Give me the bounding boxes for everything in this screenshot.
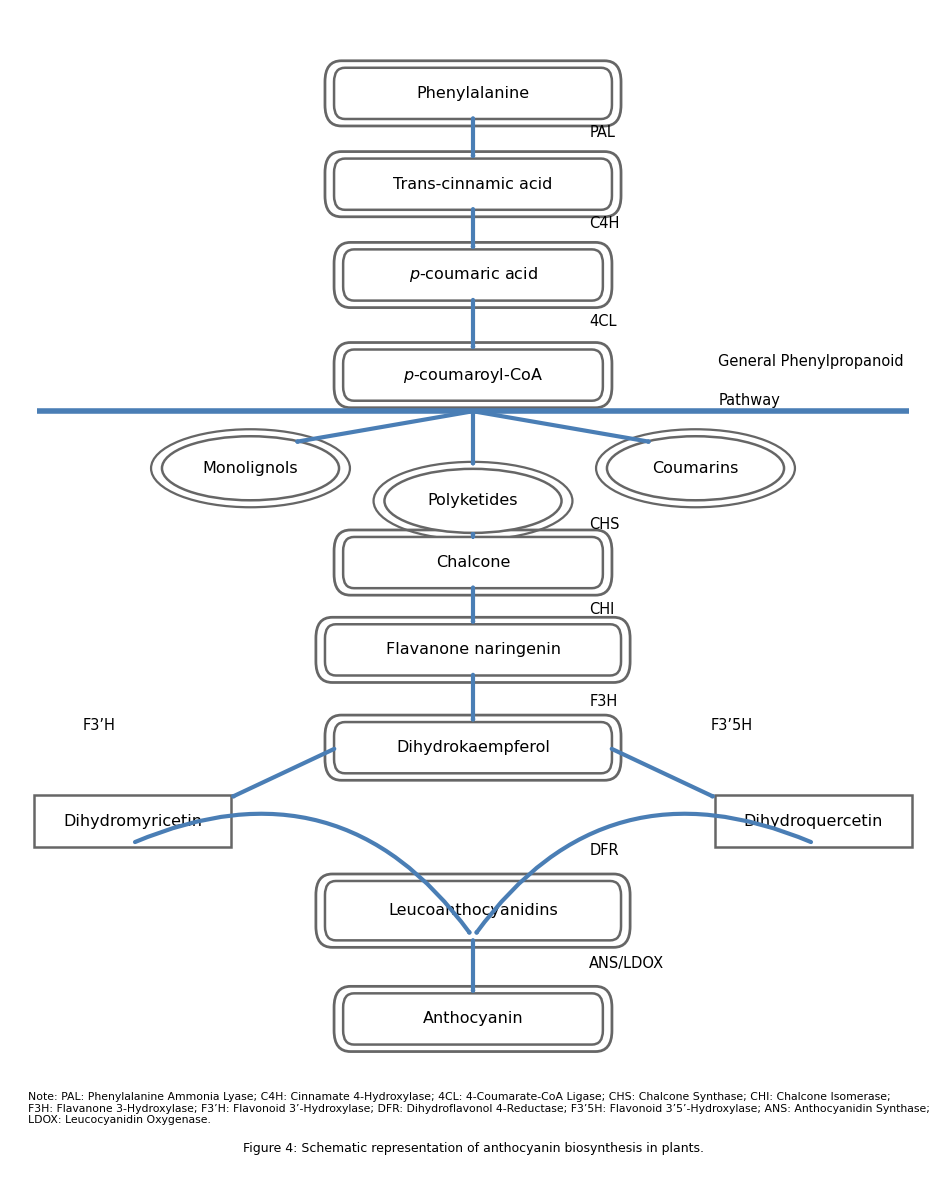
- Text: Polyketides: Polyketides: [428, 493, 518, 508]
- Text: Trans-cinnamic acid: Trans-cinnamic acid: [394, 177, 552, 191]
- FancyBboxPatch shape: [334, 722, 612, 773]
- Text: Flavanone naringenin: Flavanone naringenin: [386, 643, 560, 657]
- FancyBboxPatch shape: [343, 537, 603, 588]
- FancyBboxPatch shape: [343, 249, 603, 301]
- Text: Figure 4: Schematic representation of anthocyanin biosynthesis in plants.: Figure 4: Schematic representation of an…: [242, 1142, 704, 1155]
- Text: F3’5H: F3’5H: [711, 718, 753, 733]
- FancyBboxPatch shape: [334, 68, 612, 119]
- Text: Leucoanthocyanidins: Leucoanthocyanidins: [388, 903, 558, 918]
- Text: Coumarins: Coumarins: [653, 461, 739, 475]
- Text: General Phenylpropanoid: General Phenylpropanoid: [718, 354, 903, 368]
- Text: C4H: C4H: [589, 216, 620, 232]
- FancyBboxPatch shape: [334, 158, 612, 210]
- Text: Dihydroquercetin: Dihydroquercetin: [744, 814, 884, 828]
- Ellipse shape: [384, 469, 562, 533]
- Ellipse shape: [162, 436, 339, 500]
- Text: F3’H: F3’H: [82, 718, 115, 733]
- Text: Anthocyanin: Anthocyanin: [423, 1011, 523, 1026]
- Text: CHI: CHI: [589, 601, 615, 617]
- FancyBboxPatch shape: [325, 624, 621, 676]
- FancyBboxPatch shape: [325, 881, 621, 941]
- Text: Dihydrokaempferol: Dihydrokaempferol: [396, 740, 550, 756]
- Text: $p$-coumaric acid: $p$-coumaric acid: [409, 265, 537, 284]
- Text: Note: PAL: Phenylalanine Ammonia Lyase; C4H: Cinnamate 4-Hydroxylase; 4CL: 4-Cou: Note: PAL: Phenylalanine Ammonia Lyase; …: [28, 1092, 930, 1125]
- FancyBboxPatch shape: [343, 993, 603, 1044]
- Text: CHS: CHS: [589, 517, 620, 532]
- Text: $p$-coumaroyl-CoA: $p$-coumaroyl-CoA: [403, 366, 543, 385]
- Text: Pathway: Pathway: [718, 393, 780, 409]
- FancyBboxPatch shape: [715, 796, 912, 847]
- Text: PAL: PAL: [589, 126, 615, 140]
- Text: Chalcone: Chalcone: [436, 555, 510, 570]
- FancyBboxPatch shape: [343, 349, 603, 400]
- Text: Dihydromyricetin: Dihydromyricetin: [63, 814, 201, 828]
- Ellipse shape: [607, 436, 784, 500]
- Text: 4CL: 4CL: [589, 314, 617, 329]
- FancyBboxPatch shape: [34, 796, 231, 847]
- Text: ANS/LDOX: ANS/LDOX: [589, 955, 664, 971]
- Text: F3H: F3H: [589, 694, 618, 708]
- Text: Phenylalanine: Phenylalanine: [416, 86, 530, 101]
- Text: DFR: DFR: [589, 842, 619, 858]
- Text: Monolignols: Monolignols: [202, 461, 298, 475]
